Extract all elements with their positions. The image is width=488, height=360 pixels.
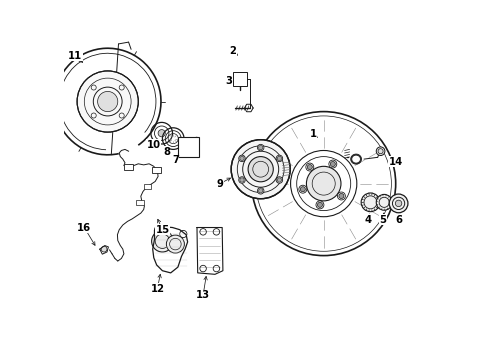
Bar — [136, 200, 143, 205]
Circle shape — [315, 201, 323, 209]
Circle shape — [329, 162, 335, 167]
Text: 3: 3 — [225, 76, 232, 86]
Circle shape — [328, 160, 336, 168]
Circle shape — [247, 157, 273, 182]
Circle shape — [306, 165, 312, 170]
Circle shape — [158, 130, 165, 137]
Circle shape — [258, 145, 263, 150]
Circle shape — [361, 193, 379, 212]
Text: 13: 13 — [196, 290, 210, 300]
Circle shape — [178, 152, 183, 157]
Circle shape — [306, 166, 340, 201]
Circle shape — [394, 200, 401, 207]
Circle shape — [338, 193, 343, 198]
Circle shape — [179, 230, 186, 238]
Circle shape — [277, 178, 281, 182]
Circle shape — [375, 147, 384, 156]
Circle shape — [298, 185, 306, 193]
Text: 6: 6 — [394, 215, 401, 225]
Text: 7: 7 — [172, 155, 179, 165]
Circle shape — [257, 144, 264, 151]
Circle shape — [300, 187, 305, 192]
Circle shape — [317, 202, 322, 207]
Circle shape — [181, 140, 196, 154]
Text: 8: 8 — [163, 147, 169, 157]
Text: 16: 16 — [77, 222, 91, 233]
Text: 12: 12 — [150, 284, 164, 294]
Circle shape — [276, 155, 282, 162]
Circle shape — [98, 91, 118, 112]
Polygon shape — [100, 246, 108, 254]
Circle shape — [305, 163, 313, 171]
Circle shape — [231, 140, 289, 199]
Text: 14: 14 — [388, 157, 402, 167]
Circle shape — [151, 230, 173, 252]
Circle shape — [277, 156, 281, 161]
Circle shape — [238, 177, 245, 183]
Text: 11: 11 — [68, 51, 82, 61]
Circle shape — [178, 137, 183, 142]
Polygon shape — [152, 227, 187, 273]
Circle shape — [154, 226, 162, 233]
Bar — [143, 184, 151, 189]
Circle shape — [388, 194, 407, 213]
Bar — [151, 167, 161, 173]
Text: 15: 15 — [155, 225, 169, 235]
Circle shape — [337, 192, 345, 200]
Circle shape — [77, 71, 138, 132]
Text: 5: 5 — [379, 215, 386, 225]
Circle shape — [166, 235, 184, 253]
Text: 9: 9 — [216, 179, 223, 189]
Bar — [124, 164, 133, 170]
Circle shape — [238, 155, 245, 162]
Polygon shape — [197, 228, 223, 274]
Circle shape — [258, 189, 263, 193]
Circle shape — [276, 177, 282, 183]
Circle shape — [257, 188, 264, 194]
Bar — [178, 137, 199, 157]
Text: 1: 1 — [309, 129, 316, 139]
Circle shape — [194, 137, 199, 142]
Text: 10: 10 — [146, 140, 161, 150]
Bar — [232, 72, 247, 86]
Circle shape — [101, 246, 107, 252]
Circle shape — [194, 152, 199, 157]
Text: 4: 4 — [364, 215, 371, 225]
Circle shape — [239, 156, 244, 161]
Text: 2: 2 — [229, 46, 236, 56]
Circle shape — [239, 178, 244, 182]
Circle shape — [375, 194, 391, 210]
